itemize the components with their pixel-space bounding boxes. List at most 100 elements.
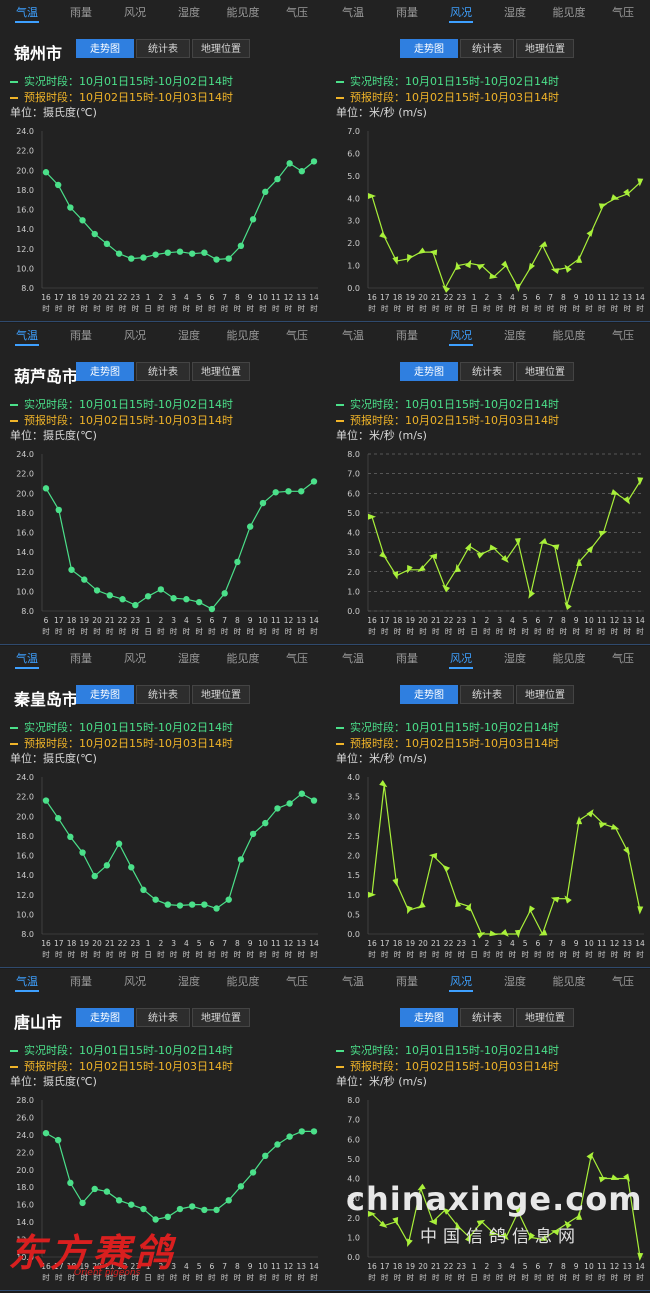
tab-temp[interactable]: 气温: [342, 329, 364, 342]
tab-visibility[interactable]: 能见度: [226, 652, 260, 665]
tab-rain[interactable]: 雨量: [396, 6, 418, 19]
location-button[interactable]: 地理位置: [516, 39, 574, 58]
x-tick-suffix: 时: [598, 1272, 606, 1282]
table-button[interactable]: 统计表: [136, 685, 190, 704]
tab-temp[interactable]: 气温: [16, 975, 38, 988]
tab-temp[interactable]: 气温: [16, 6, 38, 19]
table-button[interactable]: 统计表: [136, 1008, 190, 1027]
x-tick-label: 1: [472, 1262, 477, 1271]
x-tick-label: 16: [41, 293, 51, 302]
x-tick-suffix: 时: [611, 949, 619, 959]
x-tick-suffix: 时: [132, 949, 140, 959]
tab-visibility[interactable]: 能见度: [552, 975, 586, 988]
tab-wind[interactable]: 风况: [124, 329, 146, 342]
legend-observed: 实况时段：10月01日15时-10月02日14时: [10, 1042, 233, 1058]
trend-button[interactable]: 走势图: [400, 1008, 458, 1027]
trend-button[interactable]: 走势图: [76, 362, 134, 381]
tab-rain[interactable]: 雨量: [70, 975, 92, 988]
x-tick-suffix: 时: [534, 626, 542, 636]
tab-visibility[interactable]: 能见度: [552, 6, 586, 19]
tab-visibility[interactable]: 能见度: [552, 329, 586, 342]
tab-humidity[interactable]: 湿度: [178, 329, 200, 342]
tab-pressure[interactable]: 气压: [286, 975, 308, 988]
data-point: [128, 255, 135, 262]
tab-temp[interactable]: 气温: [342, 652, 364, 665]
x-tick-suffix: 时: [93, 949, 101, 959]
tab-wind[interactable]: 风况: [450, 329, 472, 342]
location-button[interactable]: 地理位置: [516, 362, 574, 381]
trend-button[interactable]: 走势图: [400, 362, 458, 381]
trend-button[interactable]: 走势图: [76, 685, 134, 704]
tab-visibility[interactable]: 能见度: [552, 652, 586, 665]
x-tick-suffix: 时: [636, 626, 644, 636]
location-button[interactable]: 地理位置: [192, 39, 250, 58]
tab-rain[interactable]: 雨量: [70, 652, 92, 665]
tab-pressure[interactable]: 气压: [612, 6, 634, 19]
tab-wind[interactable]: 风况: [124, 975, 146, 988]
tab-rain[interactable]: 雨量: [70, 329, 92, 342]
tab-pressure[interactable]: 气压: [612, 652, 634, 665]
tab-temp[interactable]: 气温: [16, 329, 38, 342]
y-tick-label: 24.0: [16, 127, 34, 136]
tab-visibility[interactable]: 能见度: [226, 329, 260, 342]
table-button[interactable]: 统计表: [460, 362, 514, 381]
tab-visibility[interactable]: 能见度: [226, 6, 260, 19]
trend-button[interactable]: 走势图: [400, 685, 458, 704]
trend-button[interactable]: 走势图: [76, 1008, 134, 1027]
tab-wind[interactable]: 风况: [450, 652, 472, 665]
tab-pressure[interactable]: 气压: [286, 652, 308, 665]
tab-humidity[interactable]: 湿度: [504, 975, 526, 988]
tab-humidity[interactable]: 湿度: [504, 652, 526, 665]
table-button[interactable]: 统计表: [136, 362, 190, 381]
city-block: 气温 雨量 风况 湿度 能见度 气压 秦皇岛市 走势图 统计表 地理位置 实况时段：10月01日15…: [0, 646, 650, 968]
table-button[interactable]: 统计表: [460, 685, 514, 704]
tab-temp[interactable]: 气温: [342, 975, 364, 988]
tab-pressure[interactable]: 气压: [286, 6, 308, 19]
x-tick-label: 13: [622, 293, 632, 302]
tab-rain[interactable]: 雨量: [396, 975, 418, 988]
x-tick-suffix: 时: [285, 949, 293, 959]
tab-pressure[interactable]: 气压: [286, 329, 308, 342]
location-button[interactable]: 地理位置: [192, 1008, 250, 1027]
tab-temp[interactable]: 气温: [16, 652, 38, 665]
tab-wind[interactable]: 风况: [124, 6, 146, 19]
tab-humidity[interactable]: 湿度: [178, 975, 200, 988]
tab-temp[interactable]: 气温: [342, 6, 364, 19]
x-tick-suffix: 时: [534, 949, 542, 959]
data-point: [54, 815, 62, 822]
location-button[interactable]: 地理位置: [192, 685, 250, 704]
location-button[interactable]: 地理位置: [516, 685, 574, 704]
tab-humidity[interactable]: 湿度: [504, 6, 526, 19]
tab-pressure[interactable]: 气压: [612, 329, 634, 342]
x-tick-label: 9: [248, 293, 253, 302]
x-tick-suffix: 时: [119, 949, 127, 959]
tab-rain[interactable]: 雨量: [70, 6, 92, 19]
table-button[interactable]: 统计表: [460, 39, 514, 58]
tab-wind[interactable]: 风况: [450, 975, 472, 988]
x-tick-label: 12: [284, 939, 294, 948]
trend-button[interactable]: 走势图: [400, 39, 458, 58]
x-tick-label: 7: [548, 1262, 553, 1271]
x-tick-label: 6: [210, 939, 215, 948]
tab-rain[interactable]: 雨量: [396, 652, 418, 665]
x-tick-label: 7: [222, 293, 227, 302]
tab-visibility[interactable]: 能见度: [226, 975, 260, 988]
table-button[interactable]: 统计表: [136, 39, 190, 58]
location-button[interactable]: 地理位置: [192, 362, 250, 381]
x-tick-suffix: 时: [81, 1272, 89, 1282]
view-buttons: 走势图 统计表 地理位置: [400, 362, 576, 382]
x-tick-suffix: 时: [598, 626, 606, 636]
location-button[interactable]: 地理位置: [516, 1008, 574, 1027]
tab-rain[interactable]: 雨量: [396, 329, 418, 342]
x-tick-label: 19: [406, 616, 416, 625]
table-button[interactable]: 统计表: [460, 1008, 514, 1027]
tab-wind[interactable]: 风况: [450, 6, 472, 19]
tab-humidity[interactable]: 湿度: [178, 652, 200, 665]
tab-wind[interactable]: 风况: [124, 652, 146, 665]
data-point: [201, 901, 208, 908]
tab-humidity[interactable]: 湿度: [504, 329, 526, 342]
x-tick-suffix: 时: [458, 303, 466, 313]
trend-button[interactable]: 走势图: [76, 39, 134, 58]
tab-humidity[interactable]: 湿度: [178, 6, 200, 19]
tab-pressure[interactable]: 气压: [612, 975, 634, 988]
